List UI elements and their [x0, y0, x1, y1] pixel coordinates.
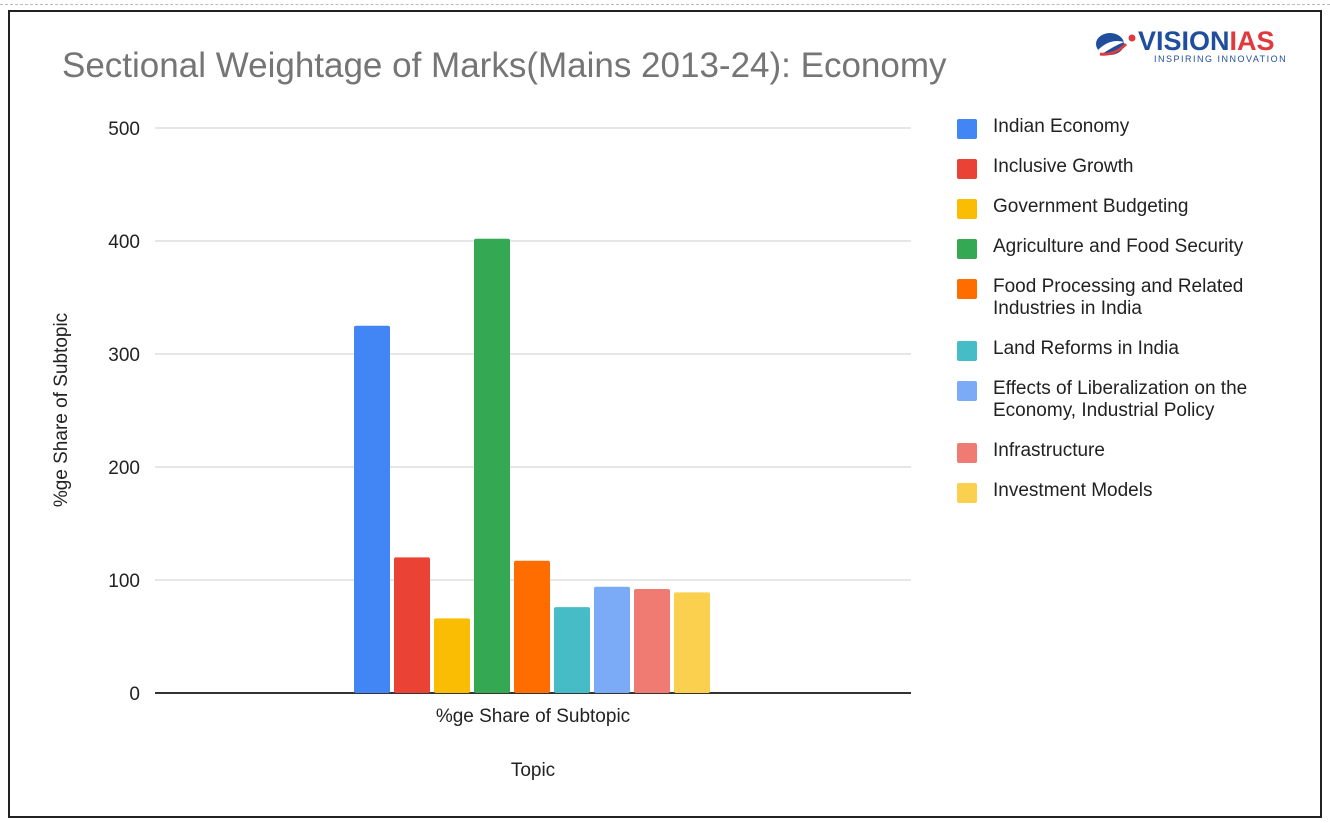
legend-item[interactable]: Government Budgeting: [957, 196, 1257, 219]
visionias-logo: VISIONIAS INSPIRING INNOVATION: [1094, 26, 1309, 66]
legend-swatch: [957, 381, 977, 401]
chart-title: Sectional Weightage of Marks(Mains 2013-…: [62, 46, 947, 85]
y-axis-label: %ge Share of Subtopic: [51, 313, 72, 507]
legend-swatch: [957, 443, 977, 463]
y-tick-label: 400: [108, 232, 140, 253]
x-category-label: %ge Share of Subtopic: [436, 706, 630, 727]
legend-label: Inclusive Growth: [993, 156, 1134, 177]
logo-globe-icon: [1096, 33, 1136, 56]
bar-agriculture-and-food-security[interactable]: [474, 238, 510, 694]
legend-label: Effects of Liberalization on the Economy…: [993, 378, 1248, 421]
legend-label: Government Budgeting: [993, 196, 1189, 217]
bar-government-budgeting[interactable]: [434, 618, 470, 693]
legend-swatch: [957, 239, 977, 259]
legend-item[interactable]: Infrastructure: [957, 440, 1257, 463]
legend-swatch: [957, 483, 977, 503]
y-tick-label: 500: [108, 119, 140, 140]
bar-indian-economy[interactable]: [354, 325, 390, 693]
legend-swatch: [957, 279, 977, 299]
legend: Indian Economy Inclusive Growth Government…: [957, 116, 1257, 520]
legend-label: Investment Models: [993, 480, 1153, 501]
y-tick-label: 100: [108, 571, 140, 592]
legend-swatch: [957, 119, 977, 139]
y-tick-label: 0: [129, 684, 140, 705]
legend-item[interactable]: Indian Economy: [957, 116, 1257, 139]
legend-item[interactable]: Food Processing and Related Industries i…: [957, 276, 1257, 320]
legend-label: Infrastructure: [993, 440, 1105, 461]
top-border: [0, 0, 1330, 5]
legend-label: Indian Economy: [993, 116, 1130, 137]
legend-label: Food Processing and Related Industries i…: [993, 276, 1244, 319]
bar-inclusive-growth[interactable]: [394, 557, 430, 693]
legend-swatch: [957, 341, 977, 361]
bar-land-reforms-in-india[interactable]: [554, 607, 590, 693]
legend-label: Land Reforms in India: [993, 338, 1179, 359]
logo-tagline: INSPIRING INNOVATION: [1154, 54, 1288, 64]
legend-item[interactable]: Agriculture and Food Security: [957, 236, 1257, 259]
legend-swatch: [957, 199, 977, 219]
legend-item[interactable]: Effects of Liberalization on the Economy…: [957, 378, 1257, 422]
bar-food-processing-and-related-industries-in-india[interactable]: [514, 560, 550, 693]
legend-label: Agriculture and Food Security: [993, 236, 1244, 257]
y-tick-label: 200: [108, 458, 140, 479]
bar-effects-of-liberalization-on-the-economy-industrial-policy[interactable]: [594, 586, 630, 693]
x-axis-label: Topic: [511, 760, 555, 781]
bar-investment-models[interactable]: [674, 592, 710, 693]
legend-swatch: [957, 159, 977, 179]
legend-item[interactable]: Land Reforms in India: [957, 338, 1257, 361]
logo-brand: VISIONIAS: [1138, 26, 1275, 56]
y-tick-label: 300: [108, 345, 140, 366]
legend-item[interactable]: Investment Models: [957, 480, 1257, 503]
bar-infrastructure[interactable]: [634, 589, 670, 693]
legend-item[interactable]: Inclusive Growth: [957, 156, 1257, 179]
